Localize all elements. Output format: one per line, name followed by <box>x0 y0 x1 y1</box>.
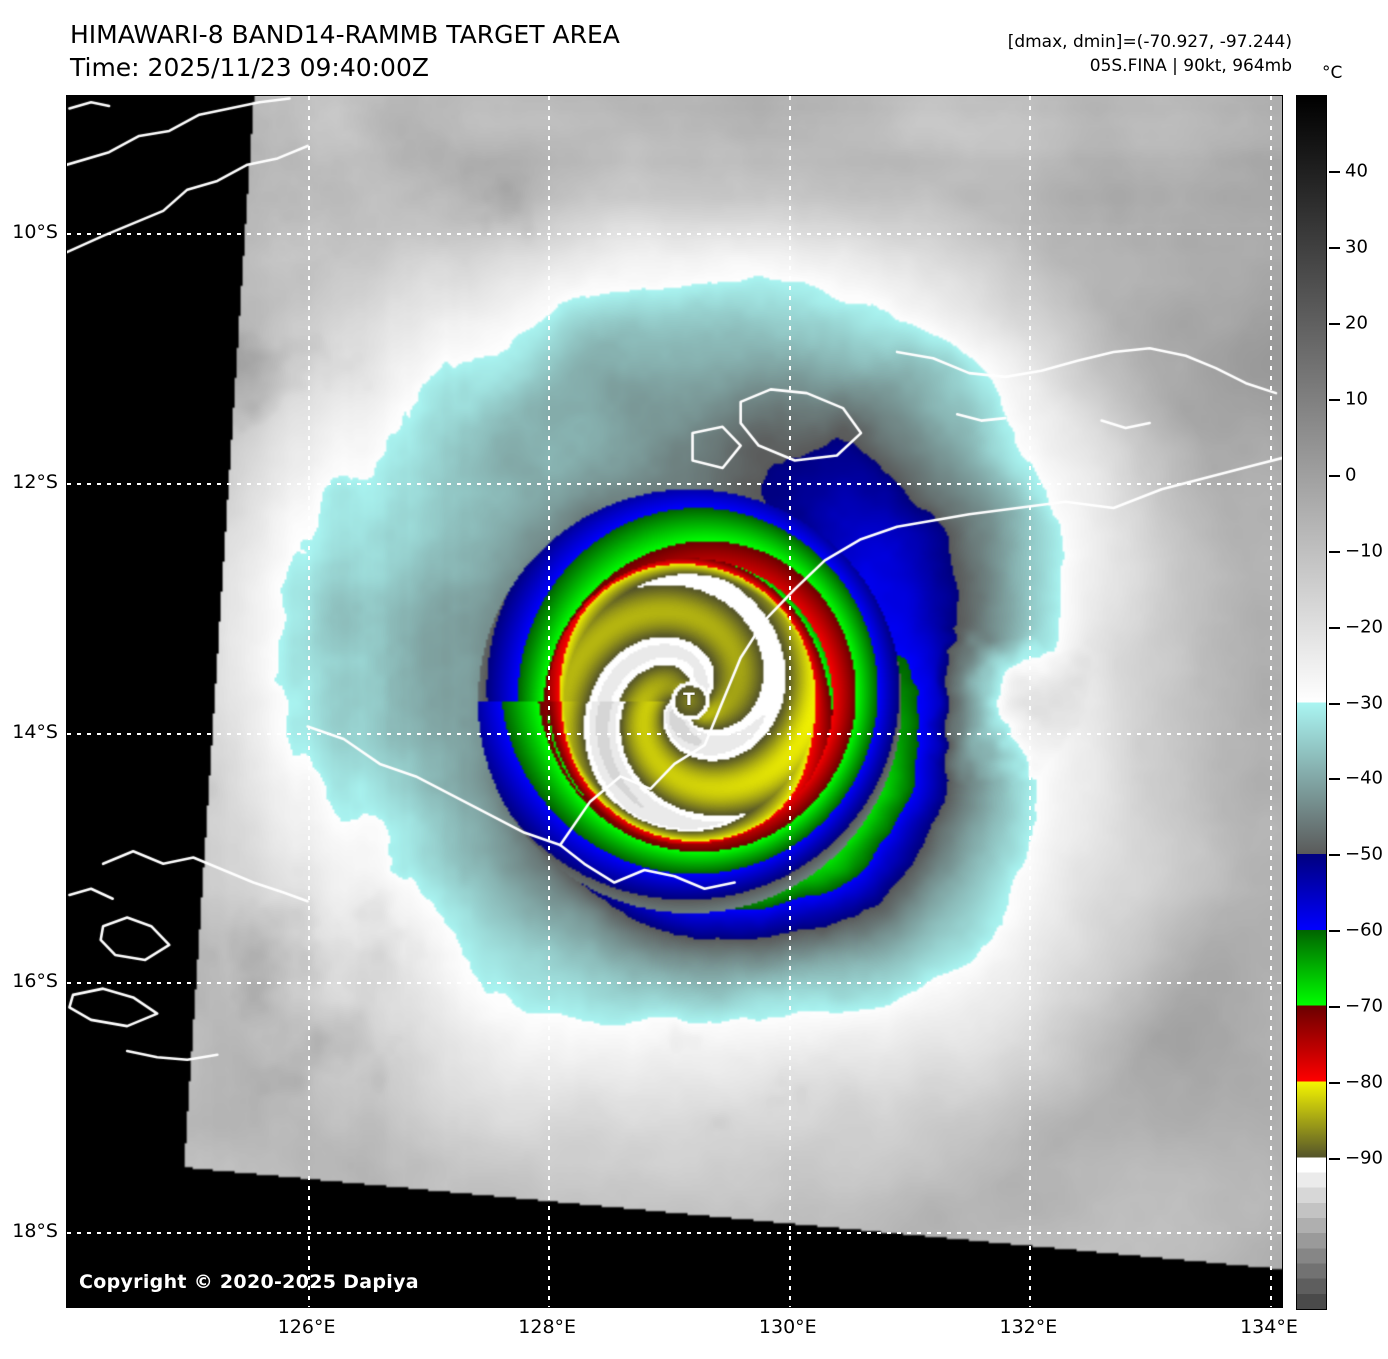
lat-tick-label: 18°S <box>12 1220 58 1243</box>
colorbar-tick-label: −10 <box>1345 540 1383 562</box>
colorbar[interactable] <box>1296 95 1327 1310</box>
colorbar-tick-label: 10 <box>1345 388 1368 410</box>
storm-center-marker: T <box>683 690 695 711</box>
colorbar-tick-mark <box>1329 550 1340 553</box>
colorbar-unit-label: °C <box>1322 63 1343 83</box>
colorbar-tick-mark <box>1329 474 1340 477</box>
colorbar-tick-mark <box>1329 626 1340 629</box>
colorbar-tick-mark <box>1329 778 1340 781</box>
colorbar-gradient <box>1297 96 1326 1309</box>
colorbar-tick-label: −70 <box>1345 995 1383 1017</box>
colorbar-tick-mark <box>1329 170 1340 173</box>
lat-tick-label: 16°S <box>12 970 58 993</box>
colorbar-tick-label: −60 <box>1345 919 1383 941</box>
colorbar-tick-label: 20 <box>1345 312 1368 334</box>
lat-tick-label: 10°S <box>12 221 58 244</box>
colorbar-tick-label: −40 <box>1345 767 1383 789</box>
metadata-block: [dmax, dmin]=(-70.927, -97.244) 05S.FINA… <box>1008 30 1292 78</box>
lon-tick-label: 134°E <box>1240 1316 1298 1338</box>
copyright-text: Copyright © 2020-2025 Dapiya <box>79 1271 419 1293</box>
lat-tick-label: 14°S <box>12 720 58 743</box>
timestamp-line: Time: 2025/11/23 09:40:00Z <box>70 53 429 83</box>
storm-info-text: 05S.FINA | 90kt, 964mb <box>1089 56 1292 77</box>
lon-tick-label: 130°E <box>758 1316 817 1338</box>
colorbar-tick-label: −50 <box>1345 843 1383 865</box>
colorbar-tick-label: 30 <box>1345 236 1368 258</box>
lon-tick-label: 126°E <box>277 1316 336 1338</box>
colorbar-tick-mark <box>1329 246 1340 249</box>
colorbar-tick-mark <box>1329 1158 1340 1161</box>
lon-tick-label: 132°E <box>999 1316 1058 1338</box>
colorbar-tick-mark <box>1329 398 1340 401</box>
colorbar-tick-mark <box>1329 1082 1340 1085</box>
dmax-dmin-text: [dmax, dmin]=(-70.927, -97.244) <box>1007 32 1292 52</box>
ir-imagery-layer <box>67 96 1282 1307</box>
colorbar-tick-mark <box>1329 1006 1340 1009</box>
satellite-map-plot[interactable]: T Copyright © 2020-2025 Dapiya <box>66 95 1283 1308</box>
colorbar-tick-label: −30 <box>1345 692 1383 713</box>
colorbar-tick-label: −80 <box>1345 1071 1383 1093</box>
colorbar-tick-mark <box>1329 854 1340 857</box>
lon-tick-label: 128°E <box>518 1316 577 1338</box>
colorbar-tick-label: −90 <box>1345 1147 1383 1169</box>
page-title: HIMAWARI-8 BAND14-RAMMB TARGET AREA Time… <box>70 18 620 85</box>
colorbar-tick-label: 0 <box>1345 464 1357 486</box>
colorbar-tick-mark <box>1329 930 1340 933</box>
product-title: HIMAWARI-8 BAND14-RAMMB TARGET AREA <box>70 20 620 49</box>
colorbar-tick-label: 40 <box>1345 160 1368 182</box>
colorbar-tick-label: −20 <box>1345 616 1383 638</box>
colorbar-tick-mark <box>1329 702 1340 705</box>
colorbar-tick-mark <box>1329 322 1340 325</box>
lat-tick-label: 12°S <box>12 471 58 494</box>
